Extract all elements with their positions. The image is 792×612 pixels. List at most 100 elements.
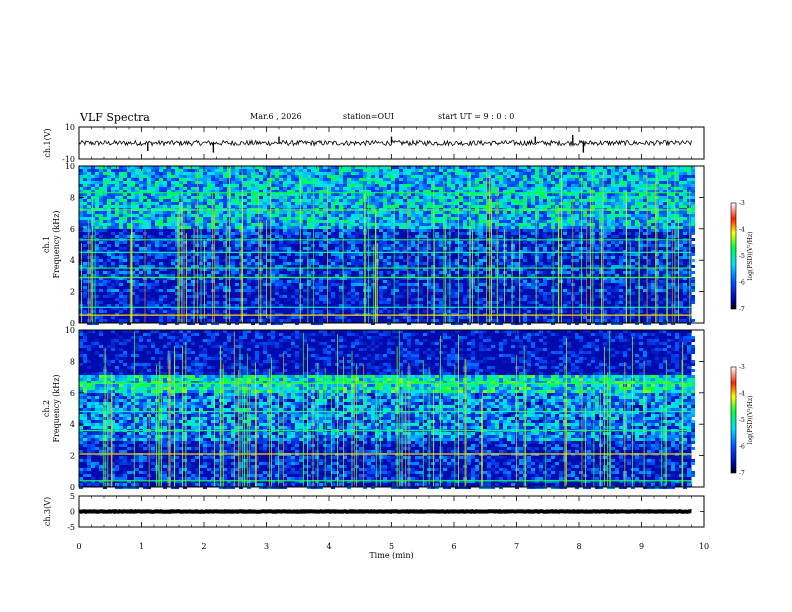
spectrogram-cell [519,223,523,226]
spectrogram-cell [295,217,299,220]
spectrogram-cell [231,211,235,214]
spectrogram-cell [303,202,307,205]
spectrogram-cell [423,262,427,265]
spectrogram-cell [151,250,155,253]
spectrogram-cell [671,193,675,196]
spectrogram-cell [587,169,591,172]
spectrogram-cell [499,274,503,277]
spectrogram-cell [675,226,679,229]
spectrogram-cell [543,226,547,229]
spectrogram-cell [255,196,259,199]
spectrogram-cell [339,187,343,190]
spectrogram-cell [691,196,695,199]
spectrogram-cell [671,277,675,280]
spectrogram-cell [663,235,667,238]
spectrogram-cell [395,217,399,220]
spectrogram-cell [575,277,579,280]
spectrogram-cell [319,223,323,226]
spectrogram-cell [203,241,207,244]
spectrogram-cell [403,274,407,277]
spectrogram-cell [307,211,311,214]
spectrogram-cell [295,166,299,169]
spectrogram-cell [211,217,215,220]
spectrogram-cell [95,220,99,223]
spectrogram-cell [499,256,503,259]
spectrogram-cell [679,220,683,223]
spectrogram-cell [335,217,339,220]
spectrogram-cell [323,256,327,259]
spectrogram-cell [379,190,383,193]
spectrogram-cell [347,193,351,196]
spectrogram-cell [419,175,423,178]
spectrogram-cell [283,223,287,226]
spectrogram-cell [679,232,683,235]
spectrogram-cell [647,226,651,229]
spectrogram-cell [159,256,163,259]
spectrogram-cell [95,268,99,271]
spectrogram-cell [439,271,443,274]
spectrogram-cell [451,214,455,217]
spectrogram-cell [91,205,95,208]
spectrogram-cell [575,223,579,226]
spectrogram-cell [627,259,631,262]
spectrogram-cell [179,181,183,184]
spectrogram-cell [483,235,487,238]
spectrogram-cell [299,256,303,259]
spectrogram-cell [271,205,275,208]
spectrogram-cell [271,232,275,235]
spectrogram-cell [535,184,539,187]
spectrogram-cell [379,187,383,190]
spectrogram-cell [459,187,463,190]
spectrogram-cell [659,223,663,226]
spectrogram-cell [451,190,455,193]
spectrogram-cell [259,196,263,199]
spectrogram-cell [603,172,607,175]
spectrogram-cell [115,166,119,169]
spectrogram-cell [615,184,619,187]
spectrogram-cell [263,196,267,199]
spectrogram-cell [627,187,631,190]
spectrogram-cell [95,265,99,268]
spectrogram-cell [583,166,587,169]
spectrogram-cell [431,220,435,223]
spectrogram-cell [99,205,103,208]
spectrogram-cell [199,190,203,193]
spectrogram-cell [103,211,107,214]
spectrogram-cell [171,259,175,262]
spectrogram-cell [511,226,515,229]
spectrogram-cell [447,259,451,262]
spectrogram-cell [179,259,183,262]
spectrogram-cell [379,274,383,277]
spectrogram-cell [563,265,567,268]
spectrogram-cell [279,199,283,202]
spectrogram-cell [643,199,647,202]
spectrogram-cell [255,178,259,181]
spectrogram-cell [123,253,127,256]
spectrogram-cell [243,175,247,178]
spectrogram-cell [351,244,355,247]
spectrogram-cell [599,196,603,199]
spectrogram-cell [675,181,679,184]
spectrogram-cell [463,268,467,271]
spectrogram-cell [343,265,347,268]
spectrogram-cell [331,280,335,283]
spectrogram-cell [191,196,195,199]
spectrogram-cell [191,205,195,208]
spectrogram-cell [503,211,507,214]
spectrogram-cell [331,175,335,178]
spectrogram-cell [631,190,635,193]
spectrogram-cell [371,205,375,208]
spectrogram-cell [491,262,495,265]
spectrogram-cell [503,187,507,190]
spectrogram-cell [607,226,611,229]
spectrogram-cell [171,274,175,277]
spectrogram-cell [251,214,255,217]
spectrogram-cell [475,247,479,250]
spectrogram-cell [435,190,439,193]
spectrogram-cell [619,190,623,193]
spectrogram-cell [631,241,635,244]
spectrogram-cell [307,226,311,229]
spectrogram-cell [247,181,251,184]
spectrogram-cell [367,280,371,283]
ch1-waveform-trace [78,139,692,147]
